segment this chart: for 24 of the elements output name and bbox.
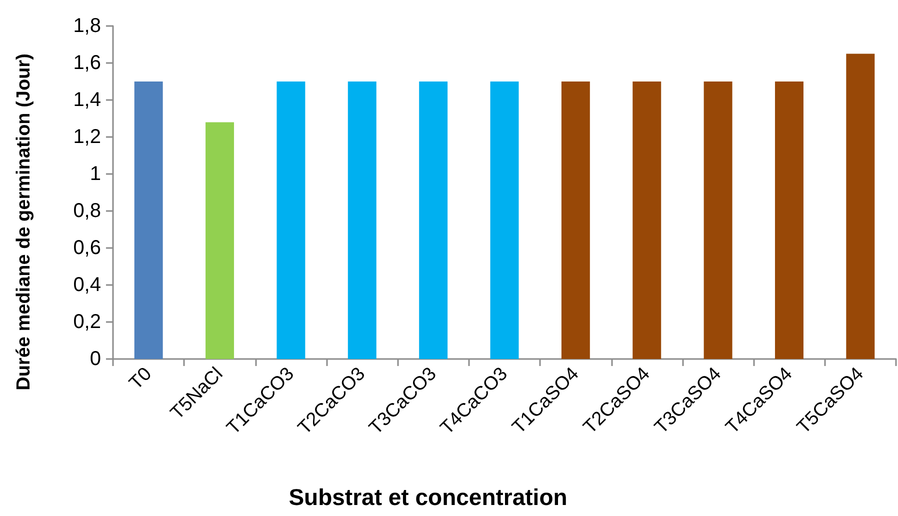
bar — [419, 82, 448, 359]
y-tick-label: 1,2 — [73, 126, 101, 148]
y-tick-label: 0 — [90, 348, 101, 370]
bar — [206, 122, 234, 359]
x-axis-title: Substrat et concentration — [288, 484, 568, 510]
bar — [490, 82, 519, 359]
bar — [704, 82, 732, 359]
bar — [348, 82, 376, 359]
bar — [632, 82, 662, 359]
bar — [134, 82, 163, 359]
bar — [276, 82, 306, 359]
y-axis-title: Durée mediane de germination (Jour) — [14, 54, 34, 390]
bar — [561, 82, 590, 359]
y-tick-label: 0,8 — [73, 200, 101, 222]
bar — [774, 82, 804, 359]
y-tick-label: 1 — [90, 163, 101, 185]
y-tick-label: 0,6 — [73, 237, 101, 259]
y-tick-label: 1,4 — [73, 89, 101, 111]
y-tick-label: 0,4 — [73, 274, 101, 296]
bar — [846, 54, 875, 359]
y-tick-label: 1,8 — [73, 15, 101, 37]
y-tick-label: 1,6 — [73, 52, 101, 74]
x-tick-label: T0 — [126, 364, 156, 394]
y-tick-label: 0,2 — [73, 311, 101, 333]
